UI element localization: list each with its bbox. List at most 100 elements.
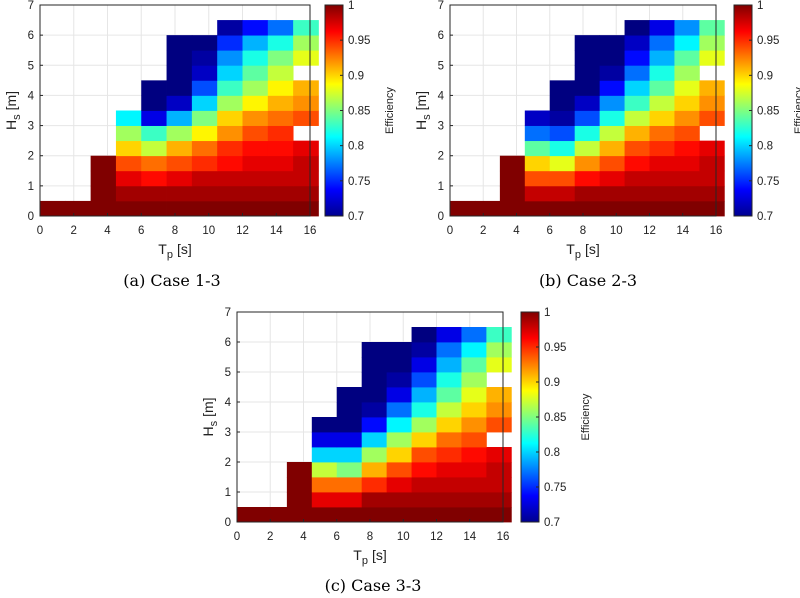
x-tick-label: 8 — [367, 531, 373, 543]
heatmap-cell — [436, 492, 462, 508]
heatmap-cell — [549, 140, 576, 157]
heatmap-cell — [624, 95, 650, 111]
y-tick-label: 5 — [438, 60, 444, 72]
heatmap-cell — [486, 357, 512, 373]
heatmap-cell — [599, 185, 625, 202]
colorbar-label: Efficiency — [580, 393, 592, 440]
heatmap-cell — [486, 342, 512, 358]
heatmap-cell — [461, 432, 487, 448]
heatmap-cell — [699, 155, 725, 172]
heatmap-cell — [486, 492, 512, 508]
heatmap-cell — [361, 372, 388, 388]
colorbar-tick-label: 0.95 — [544, 342, 566, 354]
heatmap-cell — [115, 155, 142, 172]
heatmap-cell — [141, 95, 167, 111]
y-tick-label: 6 — [225, 337, 231, 349]
heatmap-cell — [549, 95, 576, 111]
heatmap-cell — [574, 155, 601, 172]
heatmap-cell — [361, 492, 388, 508]
heatmap-cell — [599, 35, 625, 51]
x-tick-label: 6 — [138, 225, 144, 237]
x-axis-label: Tp [s] — [353, 547, 386, 567]
heatmap-cell — [624, 80, 650, 96]
y-tick-label: 0 — [225, 517, 231, 529]
colorbar-tick-label: 0.85 — [757, 106, 779, 118]
y-tick-label: 4 — [438, 90, 445, 102]
heatmap-cell — [674, 155, 700, 172]
x-tick-label: 16 — [304, 225, 317, 237]
y-tick-label: 4 — [225, 397, 232, 409]
x-tick-label: 0 — [234, 531, 240, 543]
x-tick-label: 14 — [463, 531, 476, 543]
colorbar-tick-label: 1 — [348, 0, 354, 12]
heatmap-cell — [574, 35, 601, 51]
y-tick-label: 7 — [225, 307, 231, 319]
heatmap-cell — [599, 65, 625, 81]
heatmap-cell — [411, 402, 437, 418]
heatmap-cell — [486, 417, 512, 433]
heatmap-cell — [549, 125, 576, 142]
heatmap-cell — [141, 140, 167, 157]
heatmap-cell — [574, 170, 601, 187]
heatmap-cell — [191, 170, 218, 187]
x-tick-label: 0 — [447, 225, 453, 237]
heatmap-cell — [674, 35, 700, 51]
heatmap-cell — [486, 387, 512, 403]
heatmap-cell — [261, 507, 288, 523]
heatmap-cell — [361, 447, 388, 463]
heatmap-cell — [574, 185, 601, 202]
x-axis-label: Tp [s] — [158, 241, 191, 261]
x-tick-label: 12 — [643, 225, 656, 237]
heatmap-cell — [286, 507, 313, 523]
heatmap-cell — [699, 50, 725, 66]
x-tick-label: 6 — [334, 531, 340, 543]
heatmap-cell — [361, 342, 388, 358]
heatmap-cell — [191, 35, 218, 51]
heatmap-cell — [674, 20, 700, 36]
heatmap-cell — [267, 185, 294, 202]
heatmap-cell — [524, 185, 551, 202]
heatmap-cell — [411, 342, 437, 358]
heatmap-cell — [461, 372, 487, 388]
heatmap-cell — [599, 140, 625, 157]
y-tick-label: 2 — [28, 151, 34, 163]
heatmap-cell — [386, 447, 412, 463]
heatmap-cell — [217, 95, 243, 111]
heatmap-cell — [499, 200, 526, 217]
heatmap-cell — [90, 200, 117, 217]
heatmap-cell — [336, 387, 363, 403]
heatmap-cell — [461, 507, 487, 523]
heatmap-cell — [293, 155, 319, 172]
heatmap-cell — [649, 140, 675, 157]
heatmap-cell — [361, 387, 388, 403]
heatmap-cell — [574, 110, 601, 126]
colorbar-tick-label: 0.9 — [544, 377, 560, 389]
heatmap-cell — [293, 35, 319, 51]
heatmap-cell — [141, 185, 167, 202]
colorbar-tick-label: 0.7 — [544, 517, 560, 529]
x-tick-label: 16 — [497, 531, 510, 543]
heatmap-cell — [267, 125, 294, 142]
heatmap-cell — [574, 95, 601, 111]
heatmap-cell — [411, 372, 437, 388]
heatmap-cell — [436, 507, 462, 523]
heatmap-cell — [699, 20, 725, 36]
colorbar-tick-label: 0.95 — [348, 35, 370, 47]
heatmap-cell — [166, 200, 193, 217]
heatmap-cell — [115, 185, 142, 202]
heatmap-cell — [436, 357, 462, 373]
heatmap-cell — [191, 125, 218, 142]
heatmap-cell — [267, 170, 294, 187]
heatmap-cell — [411, 327, 437, 343]
heatmap-cell — [411, 447, 437, 463]
x-tick-label: 8 — [172, 225, 178, 237]
heatmap-cell — [599, 80, 625, 96]
heatmap-cell — [674, 140, 700, 157]
heatmap-cell — [624, 185, 650, 202]
x-tick-label: 8 — [580, 225, 586, 237]
heatmap-cell — [599, 170, 625, 187]
heatmap-cell — [361, 477, 388, 493]
heatmap-cell — [293, 200, 319, 217]
